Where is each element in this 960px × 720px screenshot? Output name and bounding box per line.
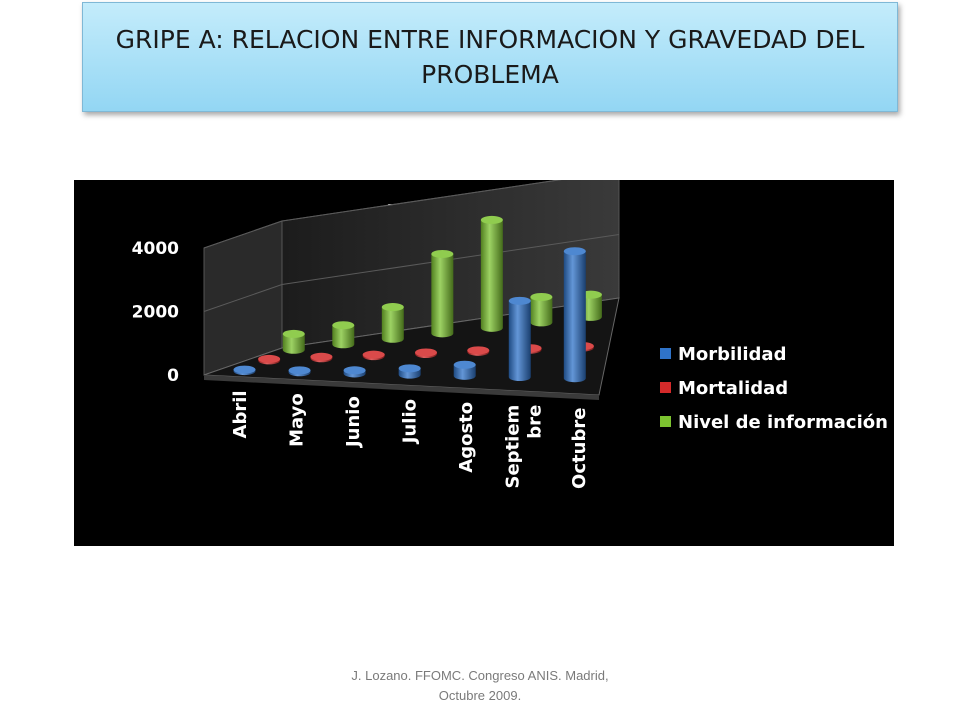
bar-top bbox=[310, 352, 333, 361]
y-tick-label: 4000 bbox=[132, 239, 179, 259]
bar-top bbox=[563, 247, 586, 256]
bar-nivel-de-informaci-n-4 bbox=[480, 219, 503, 332]
bar-top bbox=[288, 366, 311, 375]
bar-top bbox=[398, 364, 421, 373]
bar-top bbox=[415, 348, 437, 357]
bar-top bbox=[467, 346, 490, 355]
bar-top bbox=[258, 354, 281, 363]
footer: J. Lozano. FFOMC. Congreso ANIS. Madrid,… bbox=[330, 666, 630, 706]
floor-edge bbox=[204, 375, 599, 400]
bar-top bbox=[508, 296, 531, 305]
footer-line-1: J. Lozano. FFOMC. Congreso ANIS. Madrid, bbox=[351, 668, 609, 683]
chart: Título del gráfico400020000AbrilMayoJuni… bbox=[132, 180, 888, 489]
bar-top bbox=[332, 321, 355, 330]
x-tick-label: Junio bbox=[343, 396, 364, 449]
bar-morbilidad-4 bbox=[453, 364, 476, 380]
bar-morbilidad-5 bbox=[508, 300, 531, 382]
y-tick-label: 0 bbox=[167, 366, 179, 386]
legend-label: Morbilidad bbox=[678, 344, 786, 365]
x-tick-label: Octubre bbox=[569, 408, 590, 489]
bar-top bbox=[343, 366, 366, 375]
legend-swatch bbox=[660, 382, 671, 393]
bar-nivel-de-informaci-n-0 bbox=[282, 333, 305, 354]
bar-top bbox=[362, 350, 385, 359]
slide-title-box: GRIPE A: RELACION ENTRE INFORMACION Y GR… bbox=[82, 2, 898, 112]
bar-nivel-de-informaci-n-2 bbox=[381, 307, 404, 343]
gridline bbox=[203, 234, 620, 312]
bar-top bbox=[453, 360, 476, 369]
bar-nivel-de-informaci-n-5 bbox=[530, 296, 553, 327]
legend-label: Nivel de información bbox=[678, 412, 888, 433]
y-tick-label: 2000 bbox=[132, 303, 179, 323]
slide-title: GRIPE A: RELACION ENTRE INFORMACION Y GR… bbox=[115, 25, 865, 89]
x-tick-label: Septiembre bbox=[502, 405, 545, 489]
bar-top bbox=[480, 215, 503, 224]
legend-label: Mortalidad bbox=[678, 378, 788, 399]
bar-nivel-de-informaci-n-3 bbox=[431, 253, 454, 338]
bar-top bbox=[431, 249, 454, 258]
bar-nivel-de-informaci-n-1 bbox=[332, 325, 355, 349]
x-tick-label: Agosto bbox=[456, 402, 477, 473]
x-tick-label: Julio bbox=[400, 399, 421, 445]
bar-top bbox=[282, 329, 305, 338]
gridline bbox=[203, 180, 562, 249]
legend-swatch bbox=[660, 416, 671, 427]
bar-top bbox=[233, 365, 256, 374]
chart-container: Título del gráfico400020000AbrilMayoJuni… bbox=[74, 180, 894, 546]
x-tick-label: Abril bbox=[230, 390, 251, 438]
legend-swatch bbox=[660, 348, 671, 359]
footer-line-2: Octubre 2009. bbox=[438, 688, 522, 703]
x-tick-label: Mayo bbox=[287, 393, 308, 447]
bar-top bbox=[530, 292, 553, 301]
bar-top bbox=[381, 303, 404, 312]
bar-morbilidad-6 bbox=[563, 251, 586, 383]
